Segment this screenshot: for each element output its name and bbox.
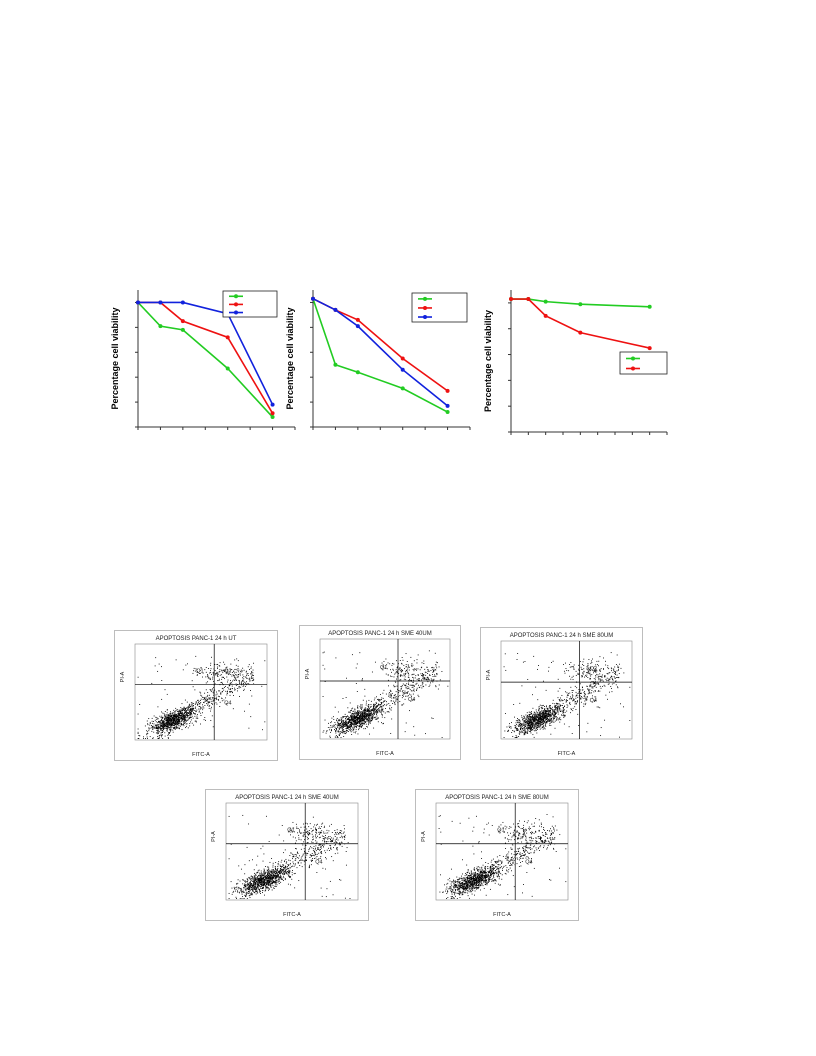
data-point (158, 324, 163, 329)
data-point (526, 297, 531, 302)
data-point (543, 313, 548, 318)
flow-x-label: FITC-A (283, 912, 301, 918)
data-point (270, 411, 275, 416)
flow-title: APOPTOSIS PANC-1 24 h SME 40UM (235, 795, 338, 801)
flow-title: APOPTOSIS PANC-1 24 h SME 40UM (328, 631, 431, 637)
series-line-2 (138, 301, 274, 414)
legend-marker (423, 296, 427, 301)
quadrant-label: Q4 (315, 860, 322, 866)
flow-events (322, 650, 449, 738)
legend-marker (631, 356, 635, 361)
flow-panel-3: APOPTOSIS PANC-1 24 h SME 80UM Q2 Q4 FITC-A… (480, 627, 643, 760)
data-point (270, 415, 275, 420)
data-point (355, 317, 360, 322)
viability-chart-3: Percentage cell viability (483, 290, 668, 435)
flow-title: APOPTOSIS PANC-1 24 h SME 80UM (445, 795, 548, 801)
data-point (647, 304, 652, 309)
flow-y-label: PI-A (421, 831, 427, 842)
legend (411, 292, 468, 323)
legend-marker (234, 302, 238, 307)
quadrant-label: Q2 (590, 666, 597, 672)
legend-marker (423, 315, 427, 320)
data-point (158, 300, 163, 305)
flow-x-label: FITC-A (493, 912, 511, 918)
flow-plot-area (500, 640, 633, 740)
quadrant-label: Q4 (590, 698, 597, 704)
data-point (445, 388, 450, 393)
flow-y-label: PI-A (486, 669, 492, 680)
quadrant-label: Q1 (497, 828, 504, 834)
flow-title: APOPTOSIS PANC-1 24 h UT (156, 636, 237, 642)
quadrant-label: Q1 (196, 668, 203, 674)
quadrant-label: Q2 (224, 668, 231, 674)
legend-marker (631, 366, 635, 371)
data-point (578, 302, 583, 307)
flow-y-label: PI-A (305, 668, 311, 679)
viability-chart-2: Percentage cell viability (285, 290, 471, 430)
flow-x-label: FITC-A (192, 752, 210, 758)
flow-events (137, 655, 266, 739)
data-point (270, 402, 275, 407)
series-line-3 (138, 301, 274, 405)
flow-plot-area (435, 802, 569, 901)
data-point (136, 300, 140, 305)
flow-events (438, 814, 567, 899)
quadrant-label: Q4 (224, 700, 231, 706)
flow-plot-area (134, 643, 268, 741)
data-point (311, 296, 315, 301)
series-line-1 (137, 301, 274, 418)
legend-marker (234, 310, 238, 315)
flow-plot-area (319, 638, 451, 740)
flow-panel-5: APOPTOSIS PANC-1 24 h SME 80UM Q1 Q4 FITC-A… (415, 789, 579, 921)
flow-events (503, 652, 631, 738)
data-point (400, 356, 405, 361)
flow-x-label: FITC-A (558, 751, 576, 757)
data-point (509, 297, 513, 302)
quadrant-label: Q4 (408, 697, 415, 703)
flow-panel-2: APOPTOSIS PANC-1 24 h SME 40UM Q1 Q4 FITC-A… (299, 625, 461, 760)
data-point (333, 362, 338, 367)
flow-x-label: FITC-A (376, 751, 394, 757)
legend-marker (234, 294, 238, 299)
quadrant-label: Q1 (287, 828, 294, 834)
y-axis-label: Percentage cell viability (285, 307, 295, 409)
flow-title: APOPTOSIS PANC-1 24 h SME 80UM (510, 633, 613, 639)
data-point (647, 346, 652, 351)
data-point (445, 403, 450, 408)
quadrant-label: Q4 (525, 860, 532, 866)
flow-panel-4: APOPTOSIS PANC-1 24 h SME 40UM Q1 Q4 FITC-A… (205, 789, 369, 921)
flow-y-label: PI-A (211, 831, 217, 842)
data-point (225, 335, 230, 340)
legend (222, 290, 278, 318)
data-point (355, 370, 360, 375)
flow-panel-1: APOPTOSIS PANC-1 24 h UT Q1 Q2 Q4 FITC-A PI-A (114, 630, 278, 761)
data-point (333, 307, 338, 312)
legend-marker (423, 305, 427, 310)
data-point (180, 319, 185, 324)
y-axis-label: Percentage cell viability (110, 307, 120, 409)
data-point (355, 324, 360, 329)
data-point (400, 386, 405, 391)
data-point (180, 327, 185, 332)
flow-y-label: PI-A (120, 671, 126, 682)
data-point (400, 367, 405, 372)
data-point (445, 410, 450, 415)
data-point (578, 330, 583, 335)
y-axis-label: Percentage cell viability (483, 310, 493, 412)
data-point (225, 366, 230, 371)
viability-chart-1: Percentage cell viability (110, 290, 296, 430)
legend (619, 351, 668, 375)
quadrant-label: Q1 (380, 665, 387, 671)
data-point (543, 299, 548, 304)
data-point (180, 300, 185, 305)
